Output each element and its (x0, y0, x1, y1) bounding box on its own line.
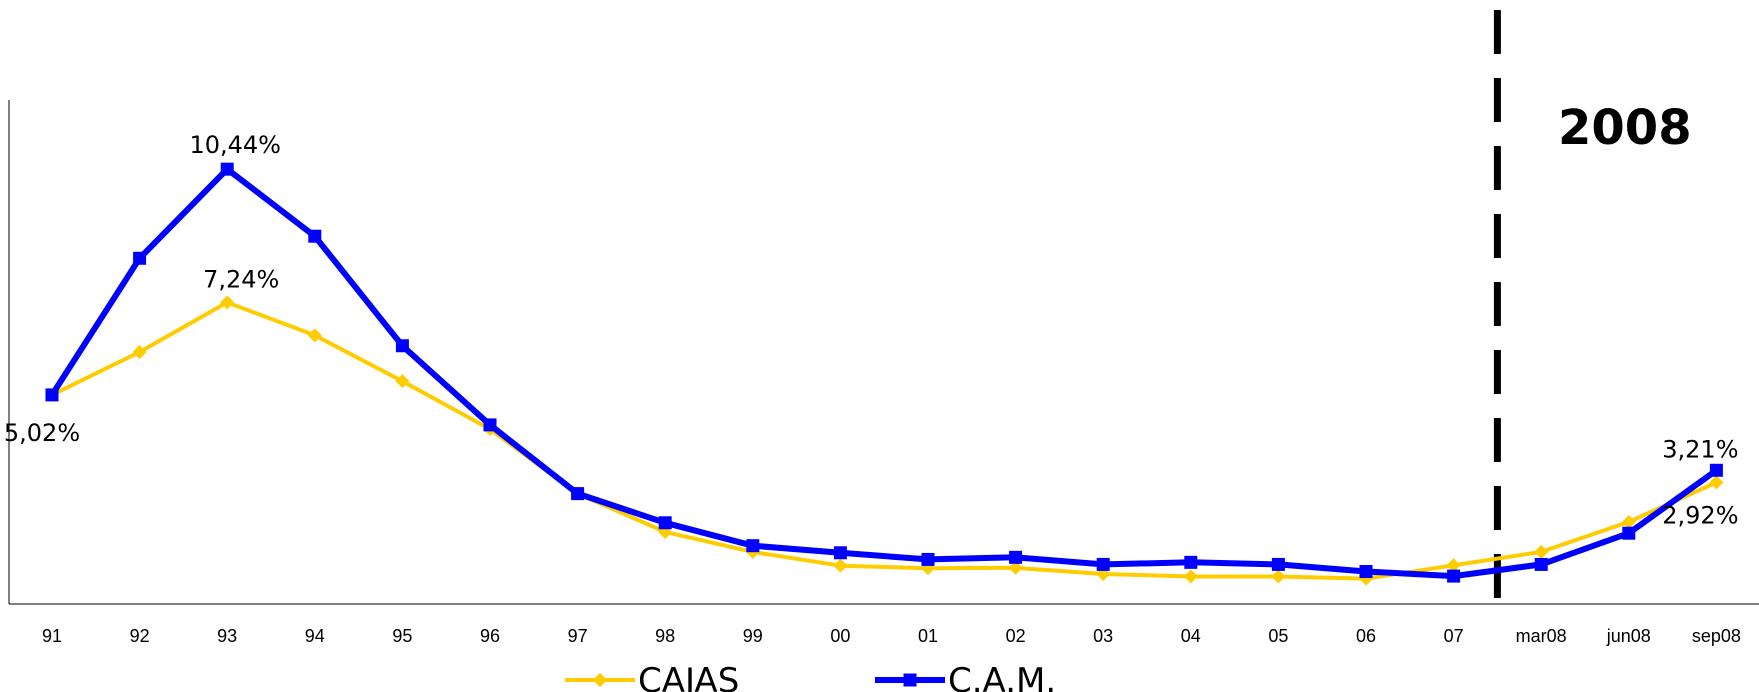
x-tick-label: 99 (743, 626, 763, 646)
x-tick-label: 06 (1356, 626, 1376, 646)
data-point (1447, 569, 1461, 583)
data-point (483, 418, 497, 432)
series-line (51, 300, 1718, 581)
x-tick-label: 96 (480, 626, 500, 646)
data-point (1271, 569, 1286, 584)
data-label: 7,24% (203, 265, 279, 293)
x-tick-label: 04 (1181, 626, 1201, 646)
data-point (1709, 463, 1723, 477)
data-point (307, 328, 322, 343)
x-tick-label: jun08 (1606, 626, 1651, 646)
x-tick-label: 07 (1444, 626, 1464, 646)
data-point (1621, 514, 1636, 529)
data-point (746, 539, 760, 553)
series-layer (45, 162, 1724, 586)
data-point (1096, 557, 1110, 571)
data-point (571, 487, 585, 501)
legend-label: CAJAS (638, 661, 739, 692)
legend-label: C.A.M. (948, 661, 1056, 692)
x-tick-label: 01 (918, 626, 938, 646)
data-label: 5,02% (4, 419, 80, 447)
data-point (833, 546, 847, 560)
data-label: 10,44% (189, 131, 281, 159)
legend: CAJAS C.A.M. (565, 661, 1056, 692)
data-point (921, 552, 935, 566)
x-tick-label: 93 (217, 626, 237, 646)
data-point (1359, 565, 1373, 579)
data-point (1622, 526, 1636, 540)
x-tick-label: 91 (42, 626, 62, 646)
x-tick-label: 00 (830, 626, 850, 646)
data-point (45, 388, 59, 402)
legend-item: CAJAS (565, 661, 739, 692)
x-tick-label: 97 (568, 626, 588, 646)
data-label: 3,21% (1662, 435, 1738, 463)
x-tick-label: 98 (655, 626, 675, 646)
x-tick-label: 92 (130, 626, 150, 646)
data-point (1183, 569, 1198, 584)
data-point (220, 162, 234, 176)
legend-swatch-marker (903, 673, 917, 687)
legend-item: C.A.M. (875, 661, 1056, 692)
series-cajas (45, 295, 1724, 586)
x-tick-label: 05 (1268, 626, 1288, 646)
data-label: 2,92% (1662, 501, 1738, 529)
data-point (1709, 475, 1724, 490)
data-point (308, 229, 322, 243)
x-tick-label: 94 (305, 626, 325, 646)
data-point (220, 295, 235, 310)
data-point (1534, 557, 1548, 571)
data-point (1446, 558, 1461, 573)
x-tick-label: 02 (1006, 626, 1026, 646)
year-annotation: 2008 (1558, 100, 1692, 156)
x-tick-labels: 91 92 93 94 95 96 97 98 99 00 01 02 03 04 05 06 07 mar08 j… (42, 626, 1741, 646)
legend-swatch-marker (593, 673, 607, 687)
data-point (833, 558, 848, 573)
data-labels: 10,44% 7,24% 5,02% 3,21% 2,92% (4, 131, 1739, 529)
series-line (49, 166, 1719, 580)
axes (8, 100, 1759, 605)
data-point (1534, 544, 1549, 559)
data-point (395, 374, 410, 389)
data-point (658, 516, 672, 530)
data-point (395, 339, 409, 353)
data-point (132, 345, 147, 359)
data-point (1271, 557, 1285, 571)
data-point (1184, 555, 1198, 569)
series-cam (45, 162, 1723, 583)
x-tick-label: sep08 (1692, 626, 1741, 646)
data-point (1008, 560, 1023, 575)
data-point (1009, 550, 1023, 564)
data-point (133, 251, 147, 265)
x-tick-label: 95 (392, 626, 412, 646)
x-tick-label: 03 (1093, 626, 1113, 646)
x-tick-label: mar08 (1516, 626, 1567, 646)
